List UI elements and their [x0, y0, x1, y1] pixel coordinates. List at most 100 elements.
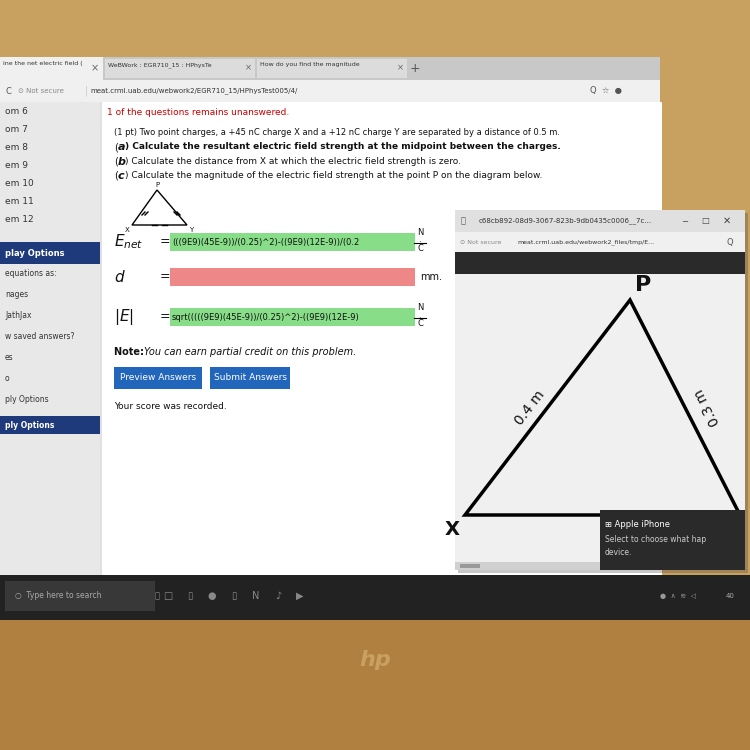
Bar — [455, 252, 745, 274]
Text: ×: × — [91, 63, 99, 73]
Text: ▶: ▶ — [296, 591, 304, 601]
Text: ─: ─ — [682, 217, 688, 226]
Text: JathJax: JathJax — [5, 311, 32, 320]
Text: b: b — [118, 157, 126, 167]
Text: ○  Type here to search: ○ Type here to search — [15, 592, 101, 601]
Bar — [114, 367, 202, 389]
Text: P: P — [635, 275, 651, 295]
Bar — [455, 562, 745, 570]
Text: 🎤: 🎤 — [154, 592, 160, 601]
Bar — [0, 575, 750, 620]
Text: Note:: Note: — [114, 347, 147, 357]
Text: ●  ∧  ≋  ◁: ● ∧ ≋ ◁ — [660, 593, 696, 599]
Text: X: X — [445, 520, 460, 539]
Text: (: ( — [114, 157, 118, 167]
Text: C: C — [5, 86, 10, 95]
Text: 0.3 m: 0.3 m — [692, 386, 722, 428]
Text: N: N — [252, 591, 260, 601]
Text: meat.crml.uab.edu/webwork2_files/tmp/E...: meat.crml.uab.edu/webwork2_files/tmp/E..… — [517, 239, 654, 244]
Text: $d$: $d$ — [114, 269, 126, 285]
Text: mm.: mm. — [420, 272, 442, 282]
Text: WeBWork : EGR710_15 : HPhysTe: WeBWork : EGR710_15 : HPhysTe — [108, 62, 211, 68]
Text: nages: nages — [5, 290, 28, 299]
Bar — [0, 80, 660, 102]
Text: meat.crml.uab.edu/webwork2/EGR710_15/HPhysTest005/4/: meat.crml.uab.edu/webwork2/EGR710_15/HPh… — [90, 88, 297, 94]
Text: (((9E9)(45E-9))/(0.25)^2)-((9E9)(12E-9))/(0.2: (((9E9)(45E-9))/(0.25)^2)-((9E9)(12E-9))… — [172, 238, 359, 247]
Bar — [210, 367, 290, 389]
Text: ⊙ Not secure: ⊙ Not secure — [460, 239, 501, 244]
Bar — [455, 274, 745, 570]
Text: ply Options: ply Options — [5, 395, 49, 404]
Text: Your score was recorded.: Your score was recorded. — [114, 402, 226, 411]
Text: hp: hp — [359, 650, 391, 670]
Text: em 9: em 9 — [5, 161, 28, 170]
Bar — [0, 102, 100, 575]
Bar — [110, 124, 658, 567]
Text: (1 pt) Two point charges, a +45 nC charge X and a +12 nC charge Y are separated : (1 pt) Two point charges, a +45 nC charg… — [114, 128, 560, 137]
Text: C: C — [417, 319, 423, 328]
Bar — [170, 268, 415, 286]
Bar — [0, 57, 660, 575]
Text: ×: × — [397, 64, 404, 73]
Bar — [102, 102, 662, 575]
Text: ●: ● — [208, 591, 216, 601]
Text: 40: 40 — [725, 593, 734, 599]
Text: N: N — [417, 303, 423, 312]
Bar — [5, 581, 155, 611]
Text: ) Calculate the distance from X at which the electric field strength is zero.: ) Calculate the distance from X at which… — [125, 157, 461, 166]
Text: ) Calculate the magnitude of the electric field strength at the point P on the d: ) Calculate the magnitude of the electri… — [125, 171, 542, 180]
Text: equations as:: equations as: — [5, 269, 57, 278]
Bar — [458, 213, 748, 573]
Text: =: = — [160, 310, 170, 323]
Text: =: = — [160, 236, 170, 248]
Text: Submit Answers: Submit Answers — [214, 374, 286, 382]
Text: o: o — [5, 374, 10, 383]
Text: N: N — [417, 228, 423, 237]
Text: ine the net electric field (: ine the net electric field ( — [3, 61, 82, 66]
Text: 📄: 📄 — [461, 217, 466, 226]
Text: ⊞ Apple iPhone: ⊞ Apple iPhone — [605, 520, 670, 529]
Bar — [0, 620, 750, 750]
Bar — [600, 510, 745, 570]
Text: 0.4 m: 0.4 m — [512, 388, 548, 427]
Text: C: C — [417, 244, 423, 253]
Text: $|E|$: $|E|$ — [114, 307, 134, 327]
Text: play Options: play Options — [5, 248, 64, 257]
Text: Preview Answers: Preview Answers — [120, 374, 196, 382]
Text: ♪: ♪ — [274, 591, 281, 601]
Bar — [170, 308, 415, 326]
Text: |: | — [85, 86, 88, 96]
Bar — [257, 59, 407, 78]
Text: =: = — [160, 271, 170, 284]
Text: c: c — [118, 171, 124, 181]
Text: ×: × — [244, 64, 251, 73]
Text: □: □ — [701, 217, 709, 226]
Text: (: ( — [114, 142, 118, 152]
Bar — [460, 564, 480, 568]
Text: □: □ — [164, 591, 172, 601]
Text: em 10: em 10 — [5, 179, 34, 188]
Text: es: es — [5, 353, 14, 362]
Bar — [0, 57, 660, 80]
Bar — [0, 264, 100, 464]
Text: om 6: om 6 — [5, 107, 28, 116]
Text: a: a — [118, 142, 125, 152]
Text: Q  ☆  ●: Q ☆ ● — [590, 86, 622, 95]
Text: .: . — [418, 310, 421, 320]
Bar — [0, 57, 103, 80]
Text: You can earn partial credit on this problem.: You can earn partial credit on this prob… — [144, 347, 356, 357]
Bar — [170, 233, 415, 251]
Text: ✕: ✕ — [723, 216, 731, 226]
Bar — [455, 210, 745, 232]
Text: +: + — [410, 62, 420, 74]
Text: c68cb892-08d9-3067-823b-9db0435c0006__7c...: c68cb892-08d9-3067-823b-9db0435c0006__7c… — [479, 217, 652, 224]
Text: Y: Y — [189, 227, 194, 233]
Text: ▯: ▯ — [231, 591, 237, 601]
Text: .: . — [418, 236, 421, 244]
Bar — [0, 242, 100, 264]
Text: P: P — [155, 182, 159, 188]
Bar — [0, 416, 100, 434]
Text: $E_{net}$: $E_{net}$ — [114, 232, 143, 251]
Text: device.: device. — [605, 548, 632, 557]
Bar — [455, 232, 745, 252]
